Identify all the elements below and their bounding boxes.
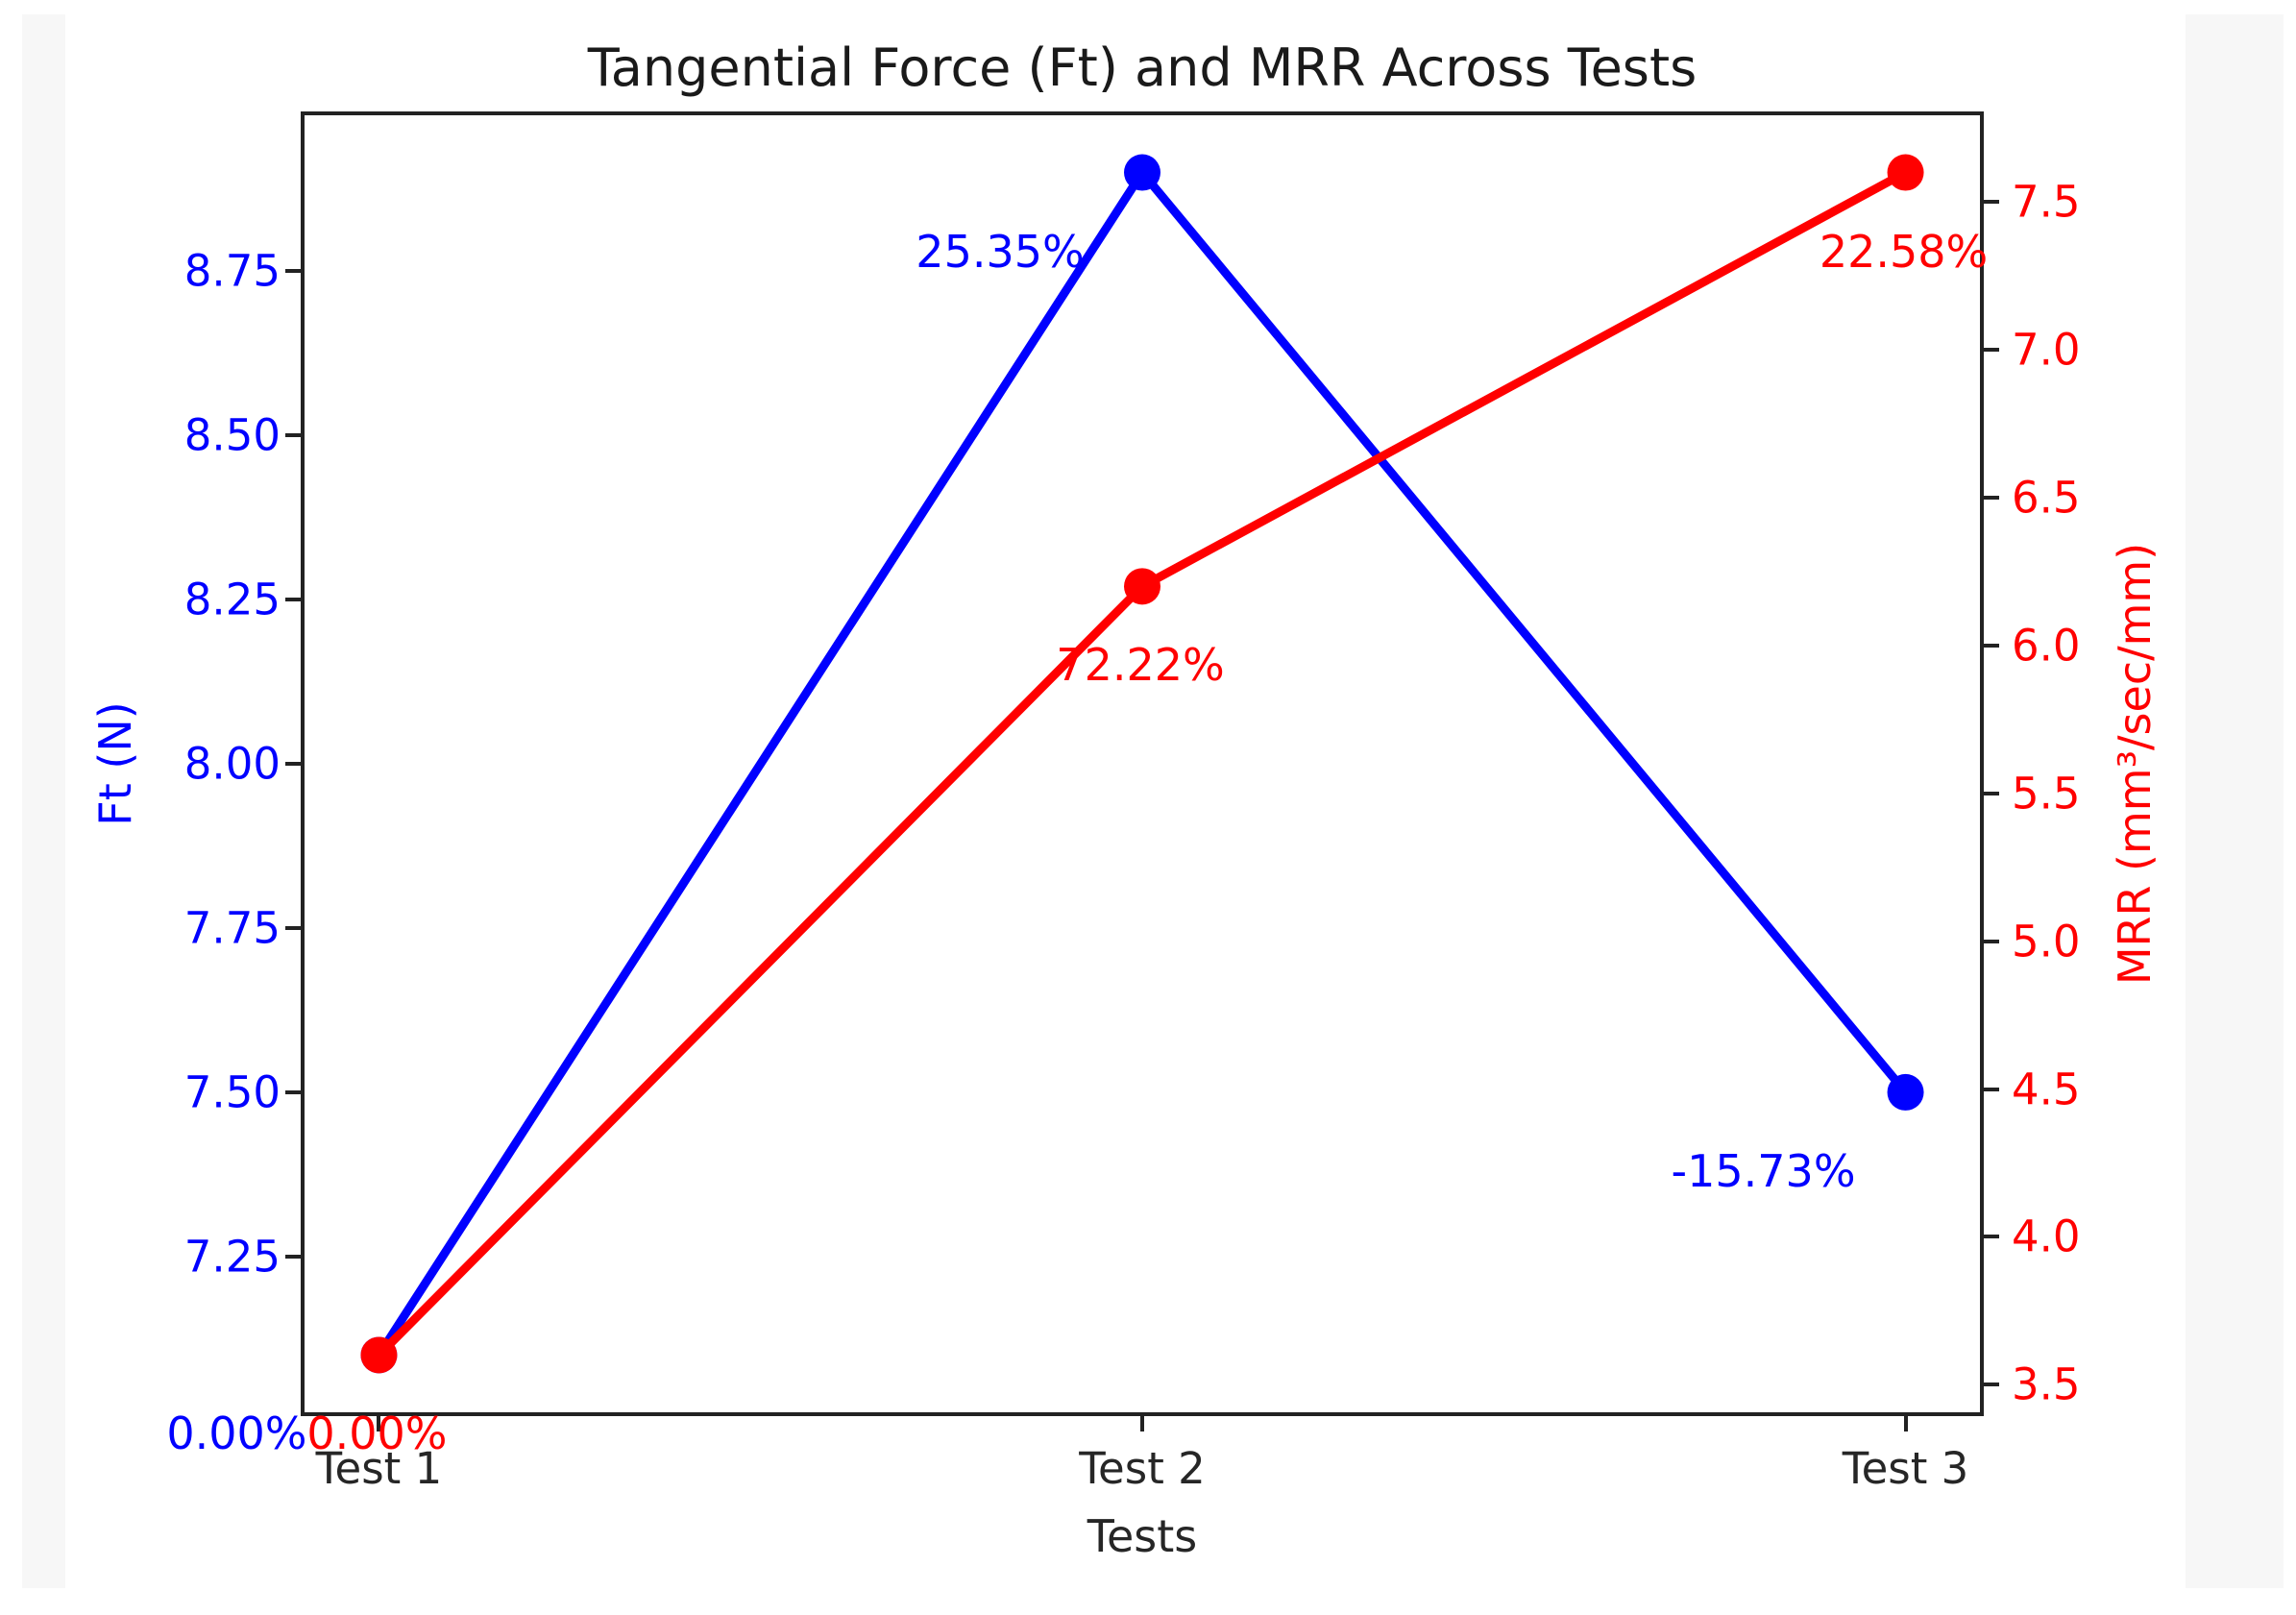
- plot-area-border: [301, 111, 1984, 1416]
- right-axis-tick-mark: [1982, 1087, 1999, 1091]
- x-axis-tick-label: Test 2: [1079, 1443, 1206, 1494]
- x-axis-label: Tests: [1087, 1510, 1198, 1562]
- left-axis-tick-label: 8.25: [183, 574, 281, 625]
- x-axis-tick-label: Test 3: [1842, 1443, 1969, 1494]
- annotation-mrr: 72.22%: [1056, 639, 1225, 692]
- right-axis-tick-label: 7.0: [2012, 324, 2081, 376]
- right-axis-tick-mark: [1982, 939, 1999, 943]
- left-axis-tick-label: 7.75: [183, 902, 281, 954]
- left-axis-tick-mark: [285, 925, 303, 930]
- left-axis-tick-label: 7.50: [183, 1066, 281, 1118]
- right-axis-tick-label: 3.5: [2012, 1358, 2081, 1410]
- chart-title: Tangential Force (Ft) and MRR Across Tes…: [587, 37, 1698, 98]
- annotation-ft: 25.35%: [916, 225, 1085, 278]
- left-axis-tick-mark: [285, 1254, 303, 1259]
- left-axis-tick-mark: [285, 269, 303, 274]
- x-axis-tick-mark: [1903, 1414, 1908, 1431]
- left-axis-tick-label: 8.75: [183, 245, 281, 297]
- left-axis-tick-mark: [285, 433, 303, 438]
- annotation-mrr: 0.00%: [306, 1407, 448, 1460]
- left-axis-tick-mark: [285, 598, 303, 602]
- right-y-axis-label: MRR (mm³/sec/mm): [2109, 542, 2161, 986]
- left-axis-tick-label: 8.50: [183, 409, 281, 461]
- left-axis-tick-mark: [285, 762, 303, 766]
- right-axis-tick-mark: [1982, 200, 1999, 205]
- right-axis-tick-label: 4.5: [2012, 1064, 2081, 1114]
- right-axis-tick-mark: [1982, 643, 1999, 648]
- x-axis-tick-label: Test 1: [315, 1443, 443, 1494]
- right-axis-tick-mark: [1982, 1235, 1999, 1239]
- x-axis-tick-mark: [1140, 1414, 1144, 1431]
- right-axis-tick-mark: [1982, 1383, 1999, 1387]
- right-axis-tick-mark: [1982, 348, 1999, 353]
- right-axis-tick-label: 6.0: [2012, 620, 2081, 672]
- right-axis-tick-mark: [1982, 496, 1999, 501]
- annotation-ft: 0.00%: [166, 1407, 307, 1460]
- annotation-ft: -15.73%: [1671, 1144, 1856, 1197]
- right-axis-tick-label: 4.0: [2012, 1211, 2081, 1262]
- right-axis-tick-label: 7.5: [2012, 176, 2081, 228]
- right-axis-tick-label: 5.0: [2012, 916, 2081, 967]
- right-axis-tick-mark: [1982, 791, 1999, 795]
- left-axis-tick-label: 7.25: [183, 1231, 281, 1283]
- x-axis-tick-mark: [377, 1414, 381, 1431]
- right-axis-tick-label: 6.5: [2012, 472, 2081, 524]
- left-axis-tick-label: 8.00: [183, 738, 281, 790]
- left-axis-tick-mark: [285, 1089, 303, 1094]
- annotation-mrr: 22.58%: [1819, 225, 1989, 278]
- right-axis-tick-label: 5.5: [2012, 768, 2081, 820]
